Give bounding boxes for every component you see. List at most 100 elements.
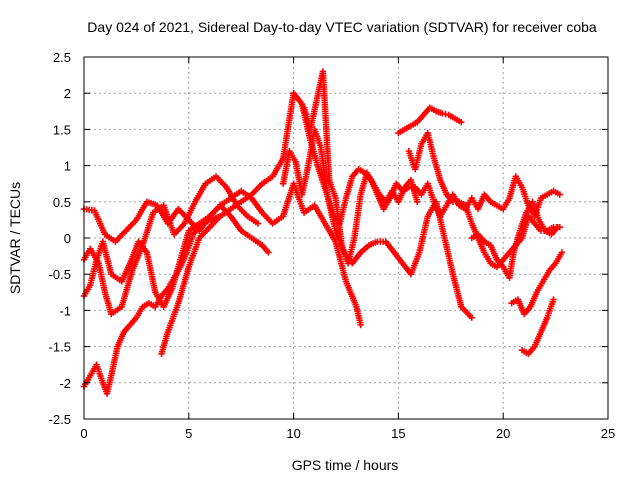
data-point-interp <box>92 258 100 266</box>
data-point-interp <box>256 240 264 247</box>
data-point-interp <box>356 319 364 326</box>
data-point-interp <box>164 331 171 338</box>
data-point-interp <box>430 152 437 160</box>
data-point-interp <box>201 182 208 189</box>
data-point-interp <box>312 99 320 106</box>
data-point-interp <box>225 196 232 203</box>
data-point-interp <box>492 254 500 261</box>
chart-title: Day 024 of 2021, Sidereal Day-to-day VTE… <box>87 19 597 35</box>
x-tick-label: 0 <box>80 426 87 441</box>
data-point-interp <box>467 218 475 225</box>
data-point-interp <box>375 189 382 196</box>
data-point-interp <box>151 286 158 294</box>
data-point-interp <box>543 316 550 323</box>
data-point-interp <box>479 236 486 244</box>
data-point-interp <box>554 190 561 197</box>
y-tick-label: -0.5 <box>49 267 71 282</box>
data-point-interp <box>194 225 201 233</box>
data-point-interp <box>246 192 253 200</box>
data-point-interp <box>436 174 443 182</box>
data-point-interp <box>424 215 431 222</box>
data-point-interp <box>215 214 222 222</box>
x-axis-label: GPS time / hours <box>292 457 399 473</box>
data-point-interp <box>157 294 164 302</box>
data-point-interp <box>364 243 371 250</box>
x-tick-label: 5 <box>185 426 192 441</box>
data-point-interp <box>442 204 449 211</box>
series-arc-12 <box>518 296 557 358</box>
y-tick-label: 0.5 <box>53 195 71 210</box>
data-point-interp <box>252 218 260 226</box>
data-point-interp <box>338 239 345 247</box>
data-point-interp <box>331 225 339 232</box>
data-point-interp <box>405 123 413 131</box>
data-point-interp <box>316 142 324 149</box>
data-point-interp <box>128 269 135 276</box>
data-point-interp <box>235 200 243 207</box>
data-point-interp <box>455 117 463 125</box>
data-point-interp <box>342 276 349 283</box>
data-point-interp <box>460 201 467 208</box>
data-point-interp <box>169 276 177 284</box>
x-tick-label: 10 <box>286 426 300 441</box>
data-point-interp <box>529 345 537 352</box>
data-point-interp <box>142 247 149 254</box>
data-point-interp <box>107 268 114 276</box>
data-point-interp <box>418 113 426 120</box>
data-point-interp <box>131 218 138 225</box>
data-point-interp <box>485 196 493 204</box>
data-point-interp <box>372 239 379 246</box>
y-tick-label: -1 <box>59 303 71 318</box>
data-points <box>80 68 566 397</box>
data-point-interp <box>512 297 519 304</box>
data-point-interp <box>442 110 449 118</box>
data-point-interp <box>152 201 159 208</box>
data-point-interp <box>190 200 198 208</box>
data-point-interp <box>221 182 228 189</box>
data-point-interp <box>278 157 286 164</box>
data-point-interp <box>536 197 544 204</box>
data-point-interp <box>182 251 190 258</box>
data-point-interp <box>85 374 93 381</box>
data-point-interp <box>449 268 456 276</box>
data-point-interp <box>504 251 512 258</box>
data-point-interp <box>449 114 457 121</box>
data-point-interp <box>510 251 517 258</box>
data-point-interp <box>411 120 419 127</box>
data-point-interp <box>215 204 222 211</box>
data-point-interp <box>325 174 333 182</box>
data-point-interp <box>430 196 437 203</box>
data-point-interp <box>267 174 274 182</box>
data-point-interp <box>540 225 548 232</box>
data-point-interp <box>297 99 304 106</box>
data-point-interp <box>348 175 355 182</box>
data-point-interp <box>142 200 149 208</box>
data-point-interp <box>257 207 265 215</box>
data-point-interp <box>204 225 212 233</box>
data-point-interp <box>491 201 499 208</box>
data-point-interp <box>116 305 123 312</box>
data-point-interp <box>125 262 133 269</box>
data-point-interp <box>437 109 444 116</box>
x-tick-label: 25 <box>601 426 615 441</box>
data-point-interp <box>557 251 564 258</box>
data-point-interp <box>516 229 523 237</box>
data-point-interp <box>184 265 192 273</box>
data-point-interp <box>257 182 264 189</box>
data-point-interp <box>113 345 121 353</box>
data-point-interp <box>98 377 106 384</box>
data-point-interp <box>246 233 253 240</box>
data-point-interp <box>88 206 96 214</box>
data-point-interp <box>552 225 560 233</box>
data-point-interp <box>342 197 349 204</box>
data-point-interp <box>352 301 359 308</box>
data-point-interp <box>480 247 487 254</box>
data-point-interp <box>486 257 493 265</box>
series-arc-10 <box>468 198 561 282</box>
data-point-interp <box>174 302 181 309</box>
data-point-interp <box>517 181 525 189</box>
data-point-interp <box>304 164 311 172</box>
data-point-interp <box>534 214 542 221</box>
data-point-interp <box>550 261 558 269</box>
data-point-interp <box>149 211 156 219</box>
